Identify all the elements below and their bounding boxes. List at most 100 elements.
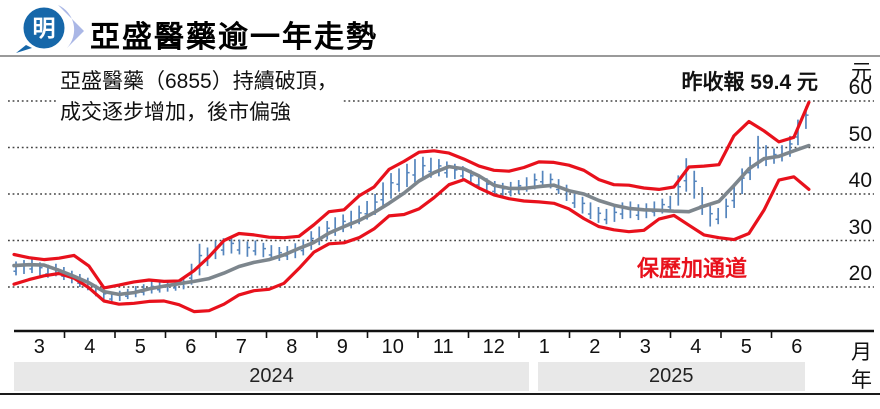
year-label: 2024: [249, 365, 294, 387]
candlestick: [422, 156, 424, 181]
logo-swoosh-icon: [58, 5, 84, 48]
candlestick-tick: [13, 270, 17, 272]
candlestick-tick: [188, 277, 192, 279]
candlestick-tick: [391, 182, 394, 184]
candlestick: [685, 158, 688, 192]
month-label: 5: [134, 336, 146, 358]
candlestick-tick: [587, 213, 591, 215]
candlestick: [765, 145, 767, 167]
candlestick: [406, 163, 408, 188]
candlestick: [198, 243, 201, 276]
year-band-2024: 2024: [14, 362, 530, 391]
month-label: 9: [336, 336, 348, 358]
candlestick-tick: [444, 172, 447, 174]
candlestick: [477, 174, 480, 190]
y-axis-label-20: 20: [848, 262, 872, 285]
candlestick-tick: [747, 171, 751, 174]
candlestick-tick: [742, 177, 745, 179]
candlestick: [741, 168, 743, 194]
logo-balloon: [21, 5, 67, 51]
y-axis-label-40: 40: [848, 169, 872, 192]
candlestick: [390, 173, 392, 199]
candlestick-tick: [412, 174, 415, 176]
candlestick-tick: [103, 293, 107, 295]
candlestick-tick: [29, 268, 32, 270]
candlestick-tick: [694, 180, 697, 183]
candlestick-tick: [726, 205, 729, 207]
candlestick-tick: [157, 288, 160, 291]
candlestick: [757, 135, 759, 169]
candlestick: [23, 260, 25, 274]
candlestick: [597, 207, 600, 223]
candlestick: [797, 119, 799, 146]
candlestick: [342, 214, 345, 233]
candlestick-tick: [683, 179, 687, 182]
candlestick: [278, 247, 281, 261]
month-label: 5: [740, 336, 752, 358]
candlestick-tick: [109, 298, 112, 300]
y-axis-label-30: 30: [848, 215, 872, 239]
candlestick: [541, 170, 544, 187]
last-close-label: 昨收報 59.4 元: [681, 71, 818, 94]
candlestick-tick: [396, 183, 400, 186]
candlestick-tick: [77, 282, 80, 284]
candlestick: [549, 173, 552, 189]
candlestick: [102, 289, 105, 301]
candlestick-tick: [795, 136, 798, 138]
candlestick: [725, 198, 728, 219]
candlestick: [581, 196, 584, 214]
year-band-2025: 2025: [537, 362, 805, 391]
candlestick: [621, 202, 624, 220]
month-label: 3: [33, 336, 45, 358]
bollinger-upper-band-line: [12, 100, 811, 290]
candlestick: [262, 242, 265, 258]
candlestick-tick: [486, 183, 490, 185]
month-label: 2: [589, 336, 601, 358]
candlestick: [693, 170, 696, 199]
candlestick: [222, 238, 225, 256]
candlestick-tick: [508, 191, 511, 193]
header-divider: [0, 55, 880, 57]
candlestick-tick: [422, 164, 426, 167]
candlestick: [637, 204, 640, 221]
candlestick: [565, 184, 568, 201]
candlestick: [254, 240, 257, 256]
candlestick-tick: [252, 250, 256, 252]
logo-balloon-tail: [16, 45, 32, 53]
annotation-line-1: 亞盛醫藥（6855）持續破頂，: [60, 70, 338, 93]
candlestick-tick: [614, 211, 618, 214]
candlestick: [318, 226, 321, 246]
candlestick-tick: [406, 171, 410, 174]
candlestick: [326, 220, 329, 240]
candlestick: [382, 182, 384, 208]
y-axis-unit: 元: [851, 61, 872, 84]
candlestick: [446, 161, 448, 178]
candlestick-tick: [343, 220, 346, 223]
candlestick-tick: [789, 143, 793, 145]
candlestick: [366, 200, 368, 220]
candlestick-tick: [454, 169, 458, 171]
candlestick-tick: [667, 206, 671, 208]
candlestick-tick: [231, 242, 235, 245]
candlestick: [669, 195, 672, 212]
x-axis-year-unit: 年: [851, 369, 872, 392]
candlestick-tick: [380, 198, 384, 201]
candlestick-tick: [550, 178, 554, 181]
candlestick: [310, 231, 313, 250]
candlestick: [270, 245, 273, 260]
candlestick-tick: [603, 218, 607, 221]
month-label: 4: [690, 336, 702, 358]
candlestick: [461, 166, 464, 181]
candlestick: [605, 208, 608, 225]
candlestick-tick: [518, 184, 522, 187]
candlestick-tick: [555, 188, 559, 191]
candlestick: [525, 177, 528, 192]
candlestick-tick: [534, 179, 538, 181]
candlestick-tick: [375, 201, 378, 203]
candlestick: [613, 206, 616, 222]
candlestick-tick: [359, 212, 362, 214]
month-label: 1: [538, 336, 550, 358]
candlestick: [414, 159, 416, 183]
